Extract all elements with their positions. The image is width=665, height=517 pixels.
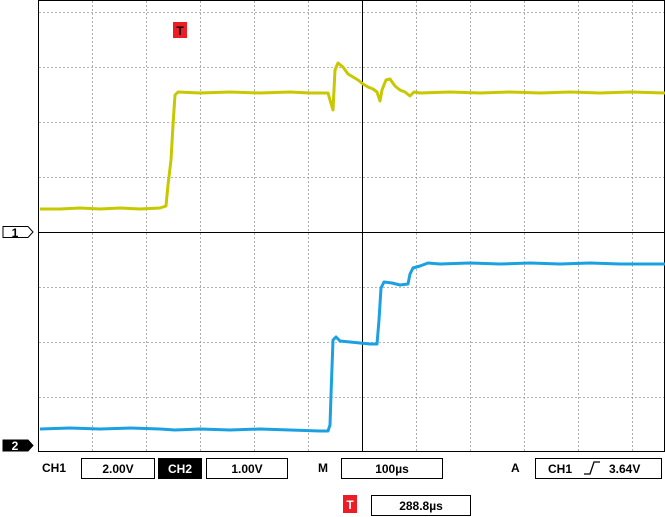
ch2-scale-value: 1.00V [231,462,262,476]
channel-1-trace [40,61,665,211]
channel-1-marker-label: 1 [12,226,19,240]
status-bar: CH1 2.00V CH2 1.00V M 100µs A CH1 3.64V [42,458,662,479]
trigger-level: 3.64V [609,462,640,476]
trigger-position-box[interactable] [371,495,471,516]
trigger-position-marker-label: T [346,498,354,512]
trigger-marker-box [173,22,187,38]
channel-1-ground-marker[interactable]: 1 [2,226,34,240]
ch2-label-box[interactable] [158,458,202,479]
graticule-grid [39,1,664,451]
trigger-position-readout: T 288.8µs [343,495,471,516]
channel-2-marker-label: 2 [12,439,19,453]
rising-edge-icon [584,461,600,475]
trigger-source: CH1 [548,462,572,476]
ch2-scale-box[interactable] [206,458,288,479]
trigger-position-value: 288.8µs [399,499,443,513]
timebase-value: 100µs [375,462,409,476]
ch1-scale-value: 2.00V [102,462,133,476]
ch1-scale-box[interactable] [81,458,155,479]
a-label: A [511,461,520,475]
channel-2-trace [39,261,665,433]
trigger-marker-label: T [176,24,184,38]
trigger-setting-box[interactable] [535,458,662,479]
trigger-marker: T [173,22,187,38]
timebase-box[interactable] [341,458,443,479]
plot-area [38,0,665,452]
trigger-position-marker [343,495,357,513]
ch1-label: CH1 [42,461,66,475]
channel-2-ground-marker[interactable]: 2 [2,439,34,453]
ch2-label: CH2 [168,462,192,476]
m-label: M [318,461,328,475]
